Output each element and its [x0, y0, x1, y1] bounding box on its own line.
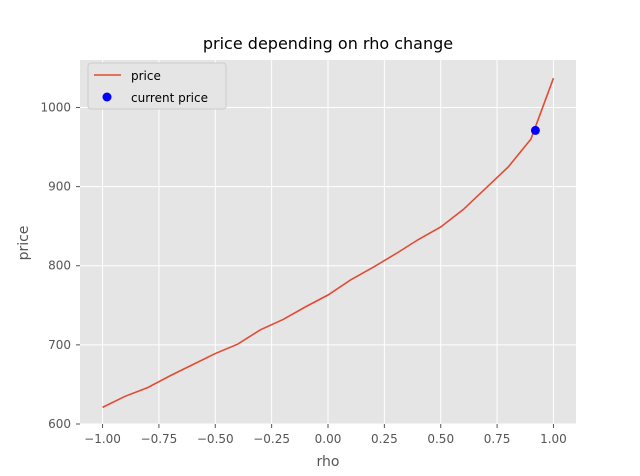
chart-title: price depending on rho change [203, 34, 453, 53]
x-tick-label: −0.75 [141, 432, 178, 446]
y-tick-label: 700 [48, 338, 71, 352]
x-tick-label: 0.25 [371, 432, 398, 446]
series-layer [102, 77, 555, 409]
x-tick-label: 0.75 [484, 432, 511, 446]
y-tick-label: 600 [48, 417, 71, 431]
y-tick-label: 800 [48, 259, 71, 273]
y-tick-label: 1000 [40, 100, 71, 114]
x-axis: −1.00 −0.75 −0.50 −0.25 0.00 0.25 0.50 0.75 1.00 [84, 424, 567, 446]
legend-current-price-marker [102, 92, 112, 102]
x-tick-label: 1.00 [540, 432, 567, 446]
x-tick-label: 0.50 [427, 432, 454, 446]
y-tick-label: 900 [48, 180, 71, 194]
y-axis-label: price [16, 226, 32, 261]
series-line-price [102, 77, 555, 409]
x-tick-label: −0.25 [253, 432, 290, 446]
legend-box [87, 62, 227, 110]
x-tick-label: −0.50 [197, 432, 234, 446]
legend: price current price [87, 62, 227, 110]
legend-label-price: price [131, 69, 161, 83]
y-axis: 600 700 800 900 1000 [40, 100, 80, 431]
current-price-point [530, 125, 540, 135]
legend-label-current-price: current price [131, 91, 208, 105]
x-tick-label: −1.00 [84, 432, 121, 446]
x-axis-label: rho [317, 454, 340, 470]
x-tick-label: 0.00 [315, 432, 342, 446]
